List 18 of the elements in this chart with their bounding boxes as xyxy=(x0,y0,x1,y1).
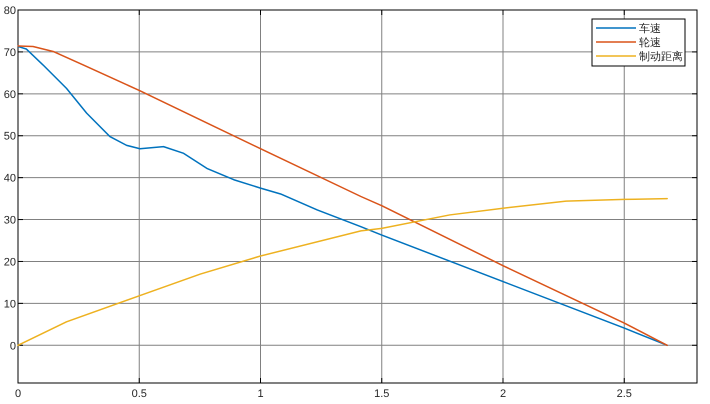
y-tick-label: 30 xyxy=(4,214,16,227)
legend-label: 轮速 xyxy=(639,36,661,49)
y-tick-label: 50 xyxy=(4,130,16,143)
x-tick-label: 2 xyxy=(500,388,506,400)
x-tick-label: 1.5 xyxy=(374,388,390,400)
x-tick-label: 1 xyxy=(257,388,264,400)
y-tick-label: 10 xyxy=(4,298,16,310)
x-tick-label: 0.5 xyxy=(132,388,147,400)
y-tick-label: 20 xyxy=(4,256,16,268)
legend-label: 制动距离 xyxy=(639,50,683,63)
x-tick-label: 2.5 xyxy=(616,388,632,400)
y-tick-label: 60 xyxy=(4,88,16,101)
legend-label: 车速 xyxy=(639,22,661,35)
y-tick-label: 80 xyxy=(4,5,16,17)
y-tick-label: 40 xyxy=(4,172,16,185)
y-tick-label: 0 xyxy=(10,340,16,352)
line-series xyxy=(17,198,668,346)
y-tick-label: 70 xyxy=(4,46,16,59)
